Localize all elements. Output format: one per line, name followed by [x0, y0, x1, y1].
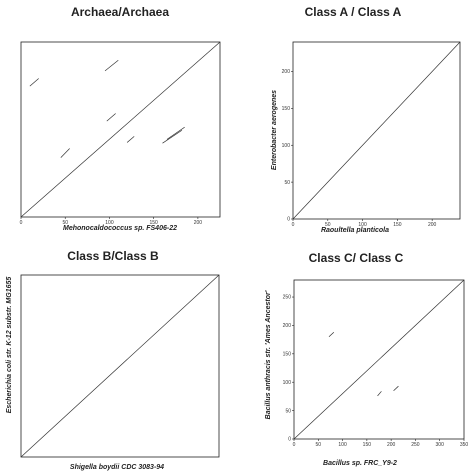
panel-4-xtick-label-8: 350: [460, 442, 469, 448]
panel-2-xtick-label-5: 200: [428, 222, 437, 228]
panel-4-xlabel: Bacillus sp. FRC_Y9-2: [323, 460, 397, 467]
panel-1-diagonal: [20, 41, 221, 218]
panel-2-ytick-label-1: 0: [287, 217, 290, 223]
panel-4-ytick-label-1: 0: [288, 437, 291, 443]
panel-3-frame: [20, 274, 220, 458]
panel-2-ytick-label-5: 200: [282, 69, 291, 75]
panel-4-segment-1: [328, 331, 335, 338]
panel-2-ytick-label-2: 50: [284, 180, 290, 186]
panel-3-plot: [20, 274, 220, 458]
panel-2-plot: 0 50 100 150 200 0 50 100 150 200: [282, 41, 461, 228]
panel-3-title: Class B/Class B: [67, 249, 159, 263]
panel-1-xtick-label-3: 100: [105, 220, 114, 226]
panel-2-xlabel: Raoultella planticola: [321, 227, 389, 234]
panel-1-segment-7: [166, 126, 185, 140]
panel-1-xtick-label-1: 0: [20, 220, 23, 226]
panel-2-frame: [292, 41, 461, 220]
panel-3-xlabel: Shigella boydii CDC 3083-94: [70, 464, 164, 471]
panel-1-segment-5: [126, 136, 135, 143]
panel-3-ylabel: Escherichia coli str. K-12 substr. MG165…: [6, 277, 13, 414]
panel-2-xtick-label-1: 0: [292, 222, 295, 228]
panel-2-xtick-label-2: 50: [325, 222, 331, 228]
panel-4-frame: [293, 279, 465, 440]
panel-4-ytick-label-3: 100: [283, 380, 292, 386]
panel-3-diagonal: [20, 274, 220, 458]
panel-1-xlabel: Mehonocaldococcus sp. FS406-22: [63, 225, 177, 232]
panel-2-ytick-label-3: 100: [282, 143, 291, 149]
panel-1-title: Archaea/Archaea: [71, 5, 169, 19]
panel-4-xtick-label-7: 300: [436, 442, 445, 448]
panel-4-plot: 0 50 100 150 200 250 300 350 0 50 100 150 200 250: [283, 279, 469, 448]
panel-1-plot: 0 50 100 150 200: [20, 41, 221, 226]
panel-2-title: Class A / Class A: [305, 5, 402, 19]
panel-1-segment-2: [104, 59, 119, 72]
panel-4-title: Class C/ Class C: [309, 251, 404, 265]
panel-class-b: Class B/Class B Shigella boydii CDC 3083…: [6, 249, 220, 471]
panel-4-xtick-label-1: 0: [293, 442, 296, 448]
panel-1-xtick-label-2: 50: [62, 220, 68, 226]
panel-4-xtick-label-6: 250: [411, 442, 420, 448]
panel-4-segment-3: [393, 385, 399, 391]
panel-1-frame: [20, 41, 221, 218]
panel-4-ytick-label-4: 150: [283, 352, 292, 358]
panel-4-xtick-label-3: 100: [338, 442, 347, 448]
panel-2-xtick-label-3: 100: [358, 222, 367, 228]
panel-class-c: Class C/ Class C 0 50 100 150 200 250 300 350 0 5…: [265, 251, 468, 467]
panel-4-ylabel: Bacillus anthracis str. 'Ames Ancestor': [265, 290, 272, 419]
panel-4-ytick-label-5: 200: [283, 323, 292, 329]
panel-4-diagonal: [293, 279, 465, 440]
panel-1-segment-4: [106, 113, 116, 122]
panel-1-xtick-label-5: 200: [194, 220, 203, 226]
panel-2-ytick-label-4: 150: [282, 106, 291, 112]
panel-4-xtick-label-4: 150: [363, 442, 372, 448]
panel-4-ytick-label-6: 250: [283, 295, 292, 301]
panel-1-segment-6: [162, 129, 183, 144]
panel-class-a: Class A / Class A 0 50 100 150 200 0 50 100 150 2…: [271, 5, 461, 234]
panel-archaea: Archaea/Archaea 0 50 100 150 200 Mehonocaldo…: [20, 5, 221, 232]
panel-1-segment-1: [29, 78, 39, 87]
panel-4-segment-2: [377, 391, 382, 397]
panel-2-xtick-label-4: 150: [393, 222, 402, 228]
panel-2-ylabel: Enterobacter aerogenes: [271, 90, 278, 170]
panel-2-diagonal: [292, 41, 461, 220]
panel-4-xtick-label-2: 50: [316, 442, 322, 448]
panel-4-ytick-label-2: 50: [285, 408, 291, 414]
panel-4-xtick-label-5: 200: [387, 442, 396, 448]
panel-1-xtick-label-4: 150: [149, 220, 158, 226]
panel-1-segment-3: [60, 148, 70, 158]
